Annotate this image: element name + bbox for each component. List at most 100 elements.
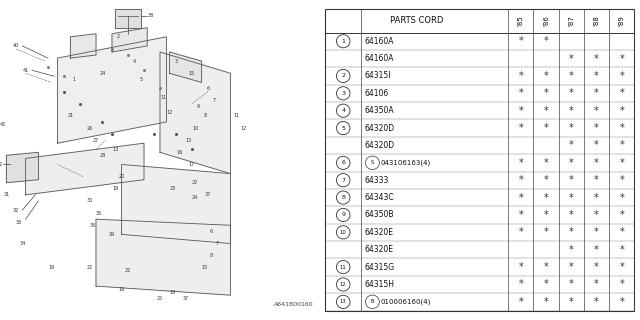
Text: 6: 6 bbox=[207, 86, 209, 91]
Text: 35: 35 bbox=[96, 211, 102, 216]
Text: 21: 21 bbox=[67, 113, 74, 118]
Text: *: * bbox=[543, 36, 548, 46]
Text: *: * bbox=[594, 193, 599, 203]
Text: 7: 7 bbox=[213, 98, 216, 103]
Text: 64160A: 64160A bbox=[365, 37, 394, 46]
Text: '86: '86 bbox=[543, 16, 549, 27]
Text: *: * bbox=[543, 88, 548, 98]
Polygon shape bbox=[122, 164, 230, 244]
Text: *: * bbox=[543, 123, 548, 133]
Text: 12: 12 bbox=[240, 125, 246, 131]
Text: 64350B: 64350B bbox=[365, 211, 394, 220]
Text: 043106163(4): 043106163(4) bbox=[381, 160, 431, 166]
Text: 23: 23 bbox=[170, 186, 176, 191]
Text: *: * bbox=[543, 193, 548, 203]
Text: 010006160(4): 010006160(4) bbox=[381, 299, 431, 305]
Text: *: * bbox=[594, 279, 599, 290]
Text: *: * bbox=[620, 123, 624, 133]
Text: 7: 7 bbox=[341, 178, 345, 183]
Text: 64343C: 64343C bbox=[365, 193, 394, 202]
Text: 34: 34 bbox=[19, 241, 26, 246]
Polygon shape bbox=[170, 52, 202, 82]
Text: 11: 11 bbox=[340, 265, 347, 269]
Text: 24: 24 bbox=[192, 196, 198, 200]
Text: '85: '85 bbox=[518, 16, 524, 26]
Text: 17: 17 bbox=[189, 162, 195, 167]
Text: 29: 29 bbox=[109, 232, 115, 237]
Text: *: * bbox=[569, 210, 573, 220]
Text: 20: 20 bbox=[118, 174, 125, 179]
Text: *: * bbox=[543, 210, 548, 220]
Text: 4: 4 bbox=[341, 108, 345, 113]
Text: *: * bbox=[569, 279, 573, 290]
Text: 12: 12 bbox=[166, 110, 173, 115]
Text: *: * bbox=[594, 53, 599, 64]
Text: *: * bbox=[594, 175, 599, 185]
Text: 64315H: 64315H bbox=[365, 280, 394, 289]
Text: 11: 11 bbox=[234, 113, 240, 118]
Text: *: * bbox=[543, 106, 548, 116]
Text: *: * bbox=[569, 158, 573, 168]
Text: *: * bbox=[569, 227, 573, 237]
Text: 40: 40 bbox=[13, 44, 19, 48]
Text: *: * bbox=[620, 158, 624, 168]
Text: 3: 3 bbox=[341, 91, 345, 96]
Text: 15: 15 bbox=[189, 71, 195, 76]
Text: *: * bbox=[594, 262, 599, 272]
Text: 64315G: 64315G bbox=[365, 263, 395, 272]
Text: *: * bbox=[594, 245, 599, 255]
Text: *: * bbox=[518, 123, 523, 133]
Text: 2: 2 bbox=[341, 74, 345, 78]
Text: 8: 8 bbox=[204, 113, 206, 118]
Text: *: * bbox=[594, 88, 599, 98]
Text: *: * bbox=[518, 175, 523, 185]
Text: 32: 32 bbox=[13, 208, 19, 212]
Text: 22: 22 bbox=[125, 268, 131, 273]
Text: 16: 16 bbox=[176, 150, 182, 155]
Text: 2: 2 bbox=[117, 34, 120, 39]
Text: *: * bbox=[594, 106, 599, 116]
Text: 37: 37 bbox=[205, 192, 211, 197]
Text: 64315I: 64315I bbox=[365, 71, 391, 80]
Text: 26: 26 bbox=[86, 125, 93, 131]
Polygon shape bbox=[115, 9, 141, 28]
Text: *: * bbox=[543, 262, 548, 272]
Polygon shape bbox=[6, 152, 38, 183]
Text: 64333: 64333 bbox=[365, 176, 389, 185]
Text: *: * bbox=[620, 53, 624, 64]
Text: 24: 24 bbox=[99, 71, 106, 76]
Polygon shape bbox=[112, 28, 147, 52]
Text: *: * bbox=[569, 262, 573, 272]
Text: 15: 15 bbox=[202, 265, 208, 270]
Text: 22: 22 bbox=[192, 180, 198, 185]
Text: S: S bbox=[371, 160, 374, 165]
Text: 5: 5 bbox=[341, 125, 345, 131]
Text: 64320D: 64320D bbox=[365, 124, 395, 132]
Text: 25: 25 bbox=[157, 296, 163, 301]
Text: *: * bbox=[620, 193, 624, 203]
Text: 10: 10 bbox=[340, 230, 347, 235]
Text: 10: 10 bbox=[192, 125, 198, 131]
Text: *: * bbox=[518, 88, 523, 98]
Polygon shape bbox=[160, 52, 230, 173]
Text: *: * bbox=[569, 297, 573, 307]
Text: *: * bbox=[620, 245, 624, 255]
Text: *: * bbox=[620, 88, 624, 98]
Polygon shape bbox=[96, 219, 230, 295]
Text: *: * bbox=[569, 88, 573, 98]
Text: *: * bbox=[569, 175, 573, 185]
Text: 33: 33 bbox=[16, 220, 22, 225]
Text: 19: 19 bbox=[118, 287, 125, 292]
Text: *: * bbox=[569, 123, 573, 133]
Text: 27: 27 bbox=[93, 138, 99, 143]
Text: 64320E: 64320E bbox=[365, 228, 394, 237]
Text: *: * bbox=[594, 158, 599, 168]
Text: 28: 28 bbox=[99, 153, 106, 158]
Text: *: * bbox=[518, 193, 523, 203]
Text: *: * bbox=[594, 123, 599, 133]
Text: 13: 13 bbox=[112, 147, 118, 152]
Text: 19: 19 bbox=[48, 265, 54, 270]
Text: *: * bbox=[518, 158, 523, 168]
Text: *: * bbox=[569, 140, 573, 150]
Text: *: * bbox=[594, 297, 599, 307]
